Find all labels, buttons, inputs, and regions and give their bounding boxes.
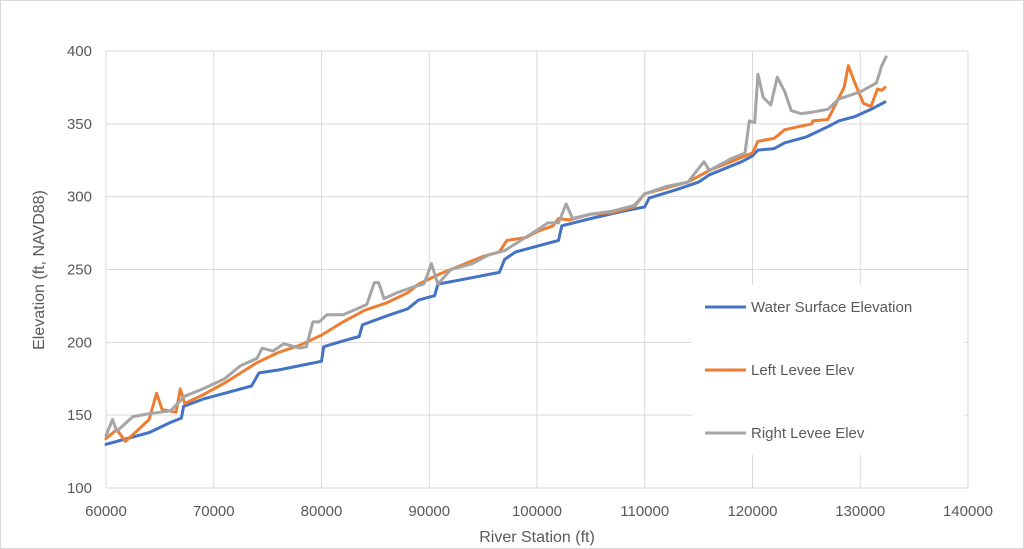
x-tick-label: 70000 [193, 503, 235, 520]
legend: Water Surface Elevation Left Levee Elev Ri… [692, 285, 964, 455]
x-axis-ticks: 60000 70000 80000 90000 100000 110000 120000 13… [85, 503, 993, 520]
y-tick-label: 300 [67, 189, 92, 206]
y-tick-label: 400 [67, 43, 92, 60]
legend-label: Water Surface Elevation [751, 299, 912, 316]
x-tick-label: 100000 [512, 503, 562, 520]
legend-label: Right Levee Elev [751, 425, 865, 442]
x-tick-label: 120000 [727, 503, 777, 520]
x-tick-label: 60000 [85, 503, 127, 520]
legend-label: Left Levee Elev [751, 362, 855, 379]
x-axis-title: River Station (ft) [479, 529, 595, 546]
series-lines [104, 55, 888, 446]
x-tick-label: 140000 [943, 503, 993, 520]
y-axis-ticks: 100 150 200 250 300 350 400 [67, 43, 92, 497]
x-tick-label: 90000 [408, 503, 450, 520]
y-tick-label: 350 [67, 116, 92, 133]
x-tick-label: 110000 [620, 503, 669, 520]
y-tick-label: 200 [67, 334, 92, 351]
x-tick-label: 80000 [301, 503, 343, 520]
y-tick-label: 250 [67, 262, 92, 279]
y-tick-label: 100 [67, 480, 92, 497]
gridlines [105, 50, 969, 489]
x-tick-label: 130000 [835, 503, 885, 520]
y-tick-label: 150 [67, 407, 92, 424]
series-line-0 [104, 100, 887, 446]
series-line-2 [104, 55, 888, 438]
y-axis-title: Elevation (ft, NAVD88) [31, 190, 48, 350]
